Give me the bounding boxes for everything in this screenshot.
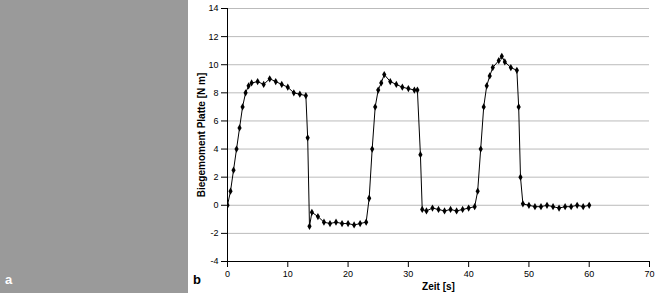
svg-text:12: 12 (208, 31, 218, 41)
svg-text:-4: -4 (210, 256, 218, 266)
svg-text:30: 30 (403, 269, 413, 279)
svg-text:-2: -2 (210, 228, 218, 238)
svg-text:14: 14 (208, 3, 218, 13)
svg-text:8: 8 (213, 88, 218, 98)
svg-text:0: 0 (225, 269, 230, 279)
svg-text:Biegemoment Platte [N m]: Biegemoment Platte [N m] (196, 73, 207, 197)
svg-text:10: 10 (283, 269, 293, 279)
svg-text:60: 60 (584, 269, 594, 279)
svg-text:0: 0 (213, 200, 218, 210)
svg-text:4: 4 (213, 144, 218, 154)
svg-text:70: 70 (644, 269, 654, 279)
svg-text:2: 2 (213, 172, 218, 182)
svg-text:10: 10 (208, 60, 218, 70)
svg-text:40: 40 (464, 269, 474, 279)
svg-text:6: 6 (213, 116, 218, 126)
html-text:b: b (193, 272, 201, 287)
svg-text:Zeit [s]: Zeit [s] (422, 281, 455, 292)
svg-text:50: 50 (524, 269, 534, 279)
html-text:a: a (5, 272, 13, 287)
svg-text:20: 20 (343, 269, 353, 279)
